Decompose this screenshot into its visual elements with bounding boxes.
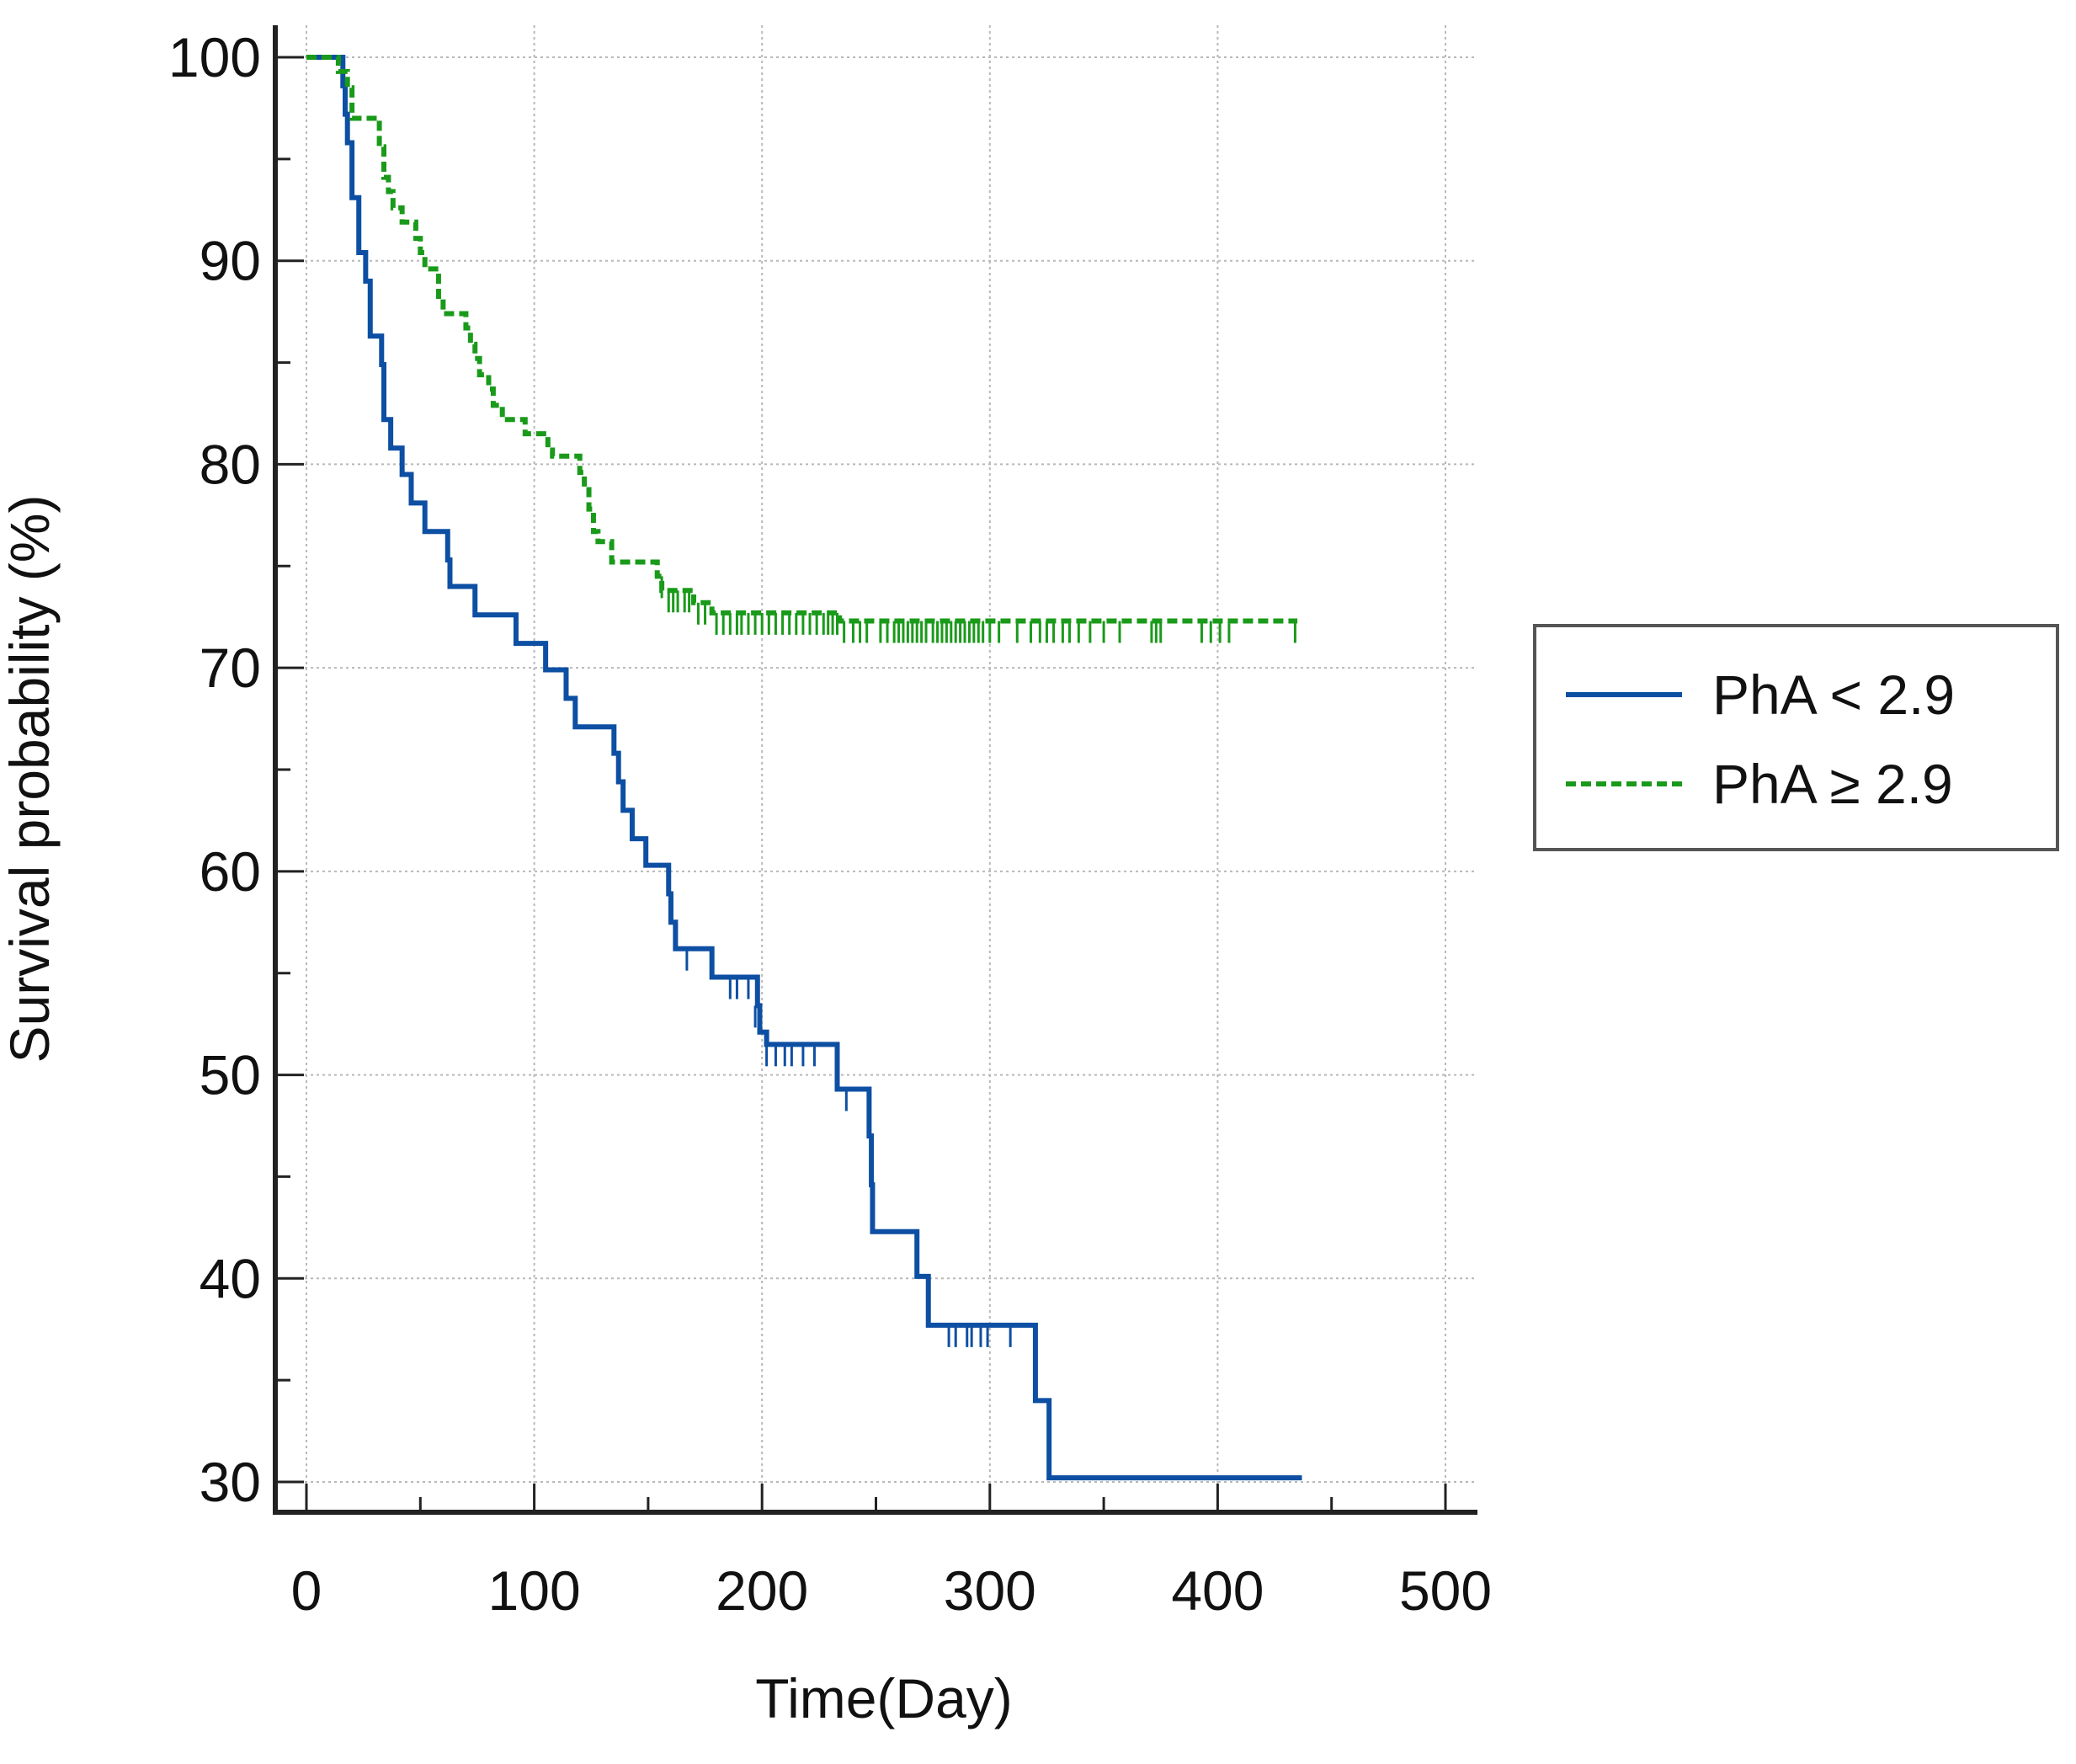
gridlines <box>275 25 1477 1512</box>
x-tick-label-500: 500 <box>1399 1559 1492 1622</box>
legend: PhA < 2.9 PhA ≥ 2.9 <box>1533 624 2059 851</box>
ticks: 30 40 50 60 70 80 90 100 0 100 200 300 400 500 <box>168 26 1492 1622</box>
legend-label-pha-high: PhA ≥ 2.9 <box>1712 753 1953 815</box>
x-tick-label-100: 100 <box>488 1559 581 1622</box>
y-tick-label-80: 80 <box>200 433 261 495</box>
x-tick-label-200: 200 <box>716 1559 808 1622</box>
series-1 <box>306 55 1298 643</box>
series-line-1 <box>306 55 1298 624</box>
x-tick-label-0: 0 <box>291 1559 322 1622</box>
legend-label-pha-low: PhA < 2.9 <box>1712 663 1955 726</box>
y-tick-label-30: 30 <box>200 1451 261 1513</box>
x-axis-title: Time(Day) <box>755 1667 1013 1729</box>
y-tick-label-50: 50 <box>200 1044 261 1106</box>
axes <box>273 25 1477 1515</box>
series-group <box>306 55 1302 1481</box>
y-tick-label-40: 40 <box>200 1247 261 1309</box>
y-tick-label-90: 90 <box>200 230 261 292</box>
x-tick-label-300: 300 <box>944 1559 1036 1622</box>
y-tick-label-70: 70 <box>200 637 261 699</box>
legend-box <box>1533 624 2059 851</box>
y-axis-title: Survival probability (%) <box>0 495 61 1063</box>
x-tick-label-400: 400 <box>1171 1559 1264 1622</box>
y-tick-label-60: 60 <box>200 840 261 903</box>
series-0 <box>306 55 1302 1481</box>
series-line-0 <box>306 55 1302 1481</box>
y-tick-label-100: 100 <box>168 26 261 88</box>
